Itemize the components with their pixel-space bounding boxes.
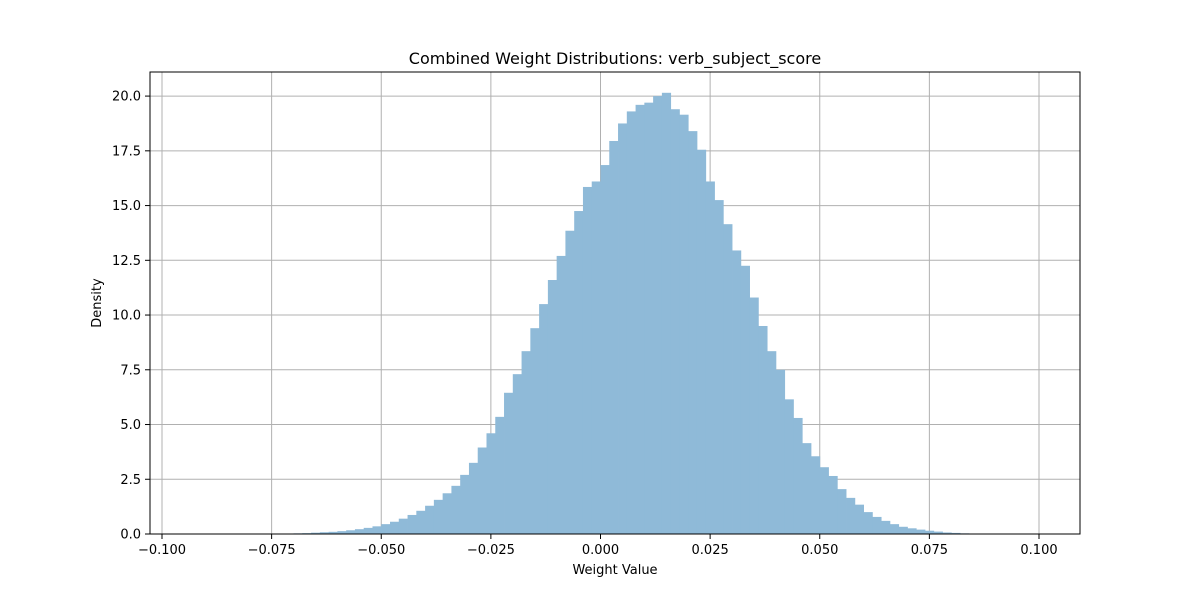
histogram-bar: [802, 443, 812, 534]
histogram-bar: [337, 531, 347, 534]
histogram-bar: [916, 529, 926, 534]
plot-area-frame: [149, 71, 1081, 535]
histogram-bar: [398, 518, 408, 534]
histogram-bar: [854, 504, 864, 534]
histogram-bar: [863, 512, 873, 534]
histogram-bar: [328, 531, 338, 534]
histogram-bar: [390, 521, 400, 534]
x-tick-label: −0.025: [467, 543, 515, 558]
histogram-bar: [670, 109, 680, 534]
x-tick-label: −0.075: [248, 543, 296, 558]
histogram-bar: [530, 328, 540, 534]
histogram-bar: [898, 526, 908, 534]
histogram-bar: [881, 520, 891, 534]
histogram-bar: [732, 250, 742, 534]
histogram-bar: [635, 104, 645, 535]
histogram-bar: [311, 532, 321, 534]
histogram-bar: [828, 475, 838, 534]
histogram-bar: [319, 532, 330, 534]
histogram-bar: [837, 489, 847, 534]
x-tick-label: 0.025: [692, 543, 729, 558]
histogram-bar: [767, 351, 777, 534]
histogram-bar: [442, 493, 452, 534]
histogram-bar: [381, 524, 391, 534]
histogram-bar: [644, 102, 654, 535]
histogram-bar: [951, 532, 961, 534]
histogram-bar: [740, 265, 750, 534]
y-tick-label: 2.5: [120, 473, 141, 488]
histogram-bar: [547, 280, 558, 534]
histogram-bar: [784, 399, 794, 534]
histogram-bar: [354, 529, 365, 534]
histogram-bar: [477, 447, 487, 534]
histogram-bar: [460, 474, 470, 534]
histogram-bar: [556, 255, 566, 534]
histogram-bar: [451, 485, 461, 534]
x-tick-label: 0.100: [1020, 543, 1057, 558]
histogram-bar: [495, 416, 505, 534]
histogram-bar: [924, 530, 935, 534]
histogram-bar: [346, 530, 356, 534]
histogram-bar: [819, 467, 829, 534]
y-tick-label: 7.5: [120, 363, 141, 378]
histogram-bar: [705, 181, 715, 534]
histogram-bar: [933, 531, 943, 534]
histogram-bar: [942, 532, 952, 534]
histogram-bar: [793, 417, 803, 534]
histogram-bar: [416, 510, 426, 534]
y-tick-label: 5.0: [120, 418, 141, 433]
histogram-bar: [539, 304, 549, 534]
histogram-bar: [591, 181, 601, 534]
histogram-bar: [363, 527, 373, 534]
histogram-bar: [907, 528, 917, 534]
chart-title: Combined Weight Distributions: verb_subj…: [409, 49, 821, 69]
histogram-bar: [609, 140, 619, 534]
histogram-bar: [749, 297, 759, 534]
histogram-bar: [626, 111, 636, 534]
histogram-bar: [661, 92, 672, 534]
histogram-bar: [653, 96, 663, 535]
histogram-bar: [679, 114, 689, 534]
histogram-bar: [696, 149, 707, 534]
histogram-bar: [872, 516, 882, 534]
histogram-bar: [810, 456, 821, 534]
histogram-bar: [512, 374, 522, 534]
histogram-bar: [723, 224, 733, 534]
x-tick-label: −0.100: [138, 543, 186, 558]
x-tick-label: 0.000: [582, 543, 619, 558]
histogram-bar: [714, 200, 724, 535]
y-tick-label: 20.0: [112, 90, 141, 105]
y-tick-label: 15.0: [112, 199, 141, 214]
histogram-bar: [775, 369, 786, 534]
histogram-bar: [889, 524, 900, 534]
histogram-bar: [600, 165, 610, 534]
x-tick-label: 0.050: [801, 543, 838, 558]
y-tick-label: 17.5: [112, 144, 141, 159]
histogram-bar: [486, 433, 496, 534]
histogram-bar: [574, 211, 584, 535]
histogram-bar: [846, 497, 856, 534]
histogram-bar: [521, 351, 531, 534]
histogram-bar: [565, 230, 575, 534]
x-tick-label: 0.075: [911, 543, 948, 558]
histogram-bar: [618, 123, 628, 534]
x-tick-label: −0.050: [357, 543, 405, 558]
histogram-bar: [433, 499, 444, 534]
histogram-bar: [504, 392, 514, 534]
x-axis-label: Weight Value: [572, 563, 657, 578]
y-tick-label: 12.5: [112, 254, 141, 269]
histogram-bar: [688, 131, 698, 535]
axis-ticks: −0.100 −0.075 −0.050 −0.025 0.000 0.025 0.050 0…: [112, 90, 1058, 558]
histogram-bar: [372, 526, 382, 534]
histogram-bar: [582, 186, 593, 534]
histogram-bar: [758, 325, 768, 534]
y-tick-label: 10.0: [112, 309, 141, 324]
histogram-bar: [407, 514, 417, 534]
histogram-bar: [468, 462, 479, 534]
histogram-bars: [284, 92, 987, 535]
histogram-bar: [425, 505, 435, 534]
y-axis-label: Density: [90, 278, 105, 328]
y-tick-label: 0.0: [120, 528, 141, 543]
